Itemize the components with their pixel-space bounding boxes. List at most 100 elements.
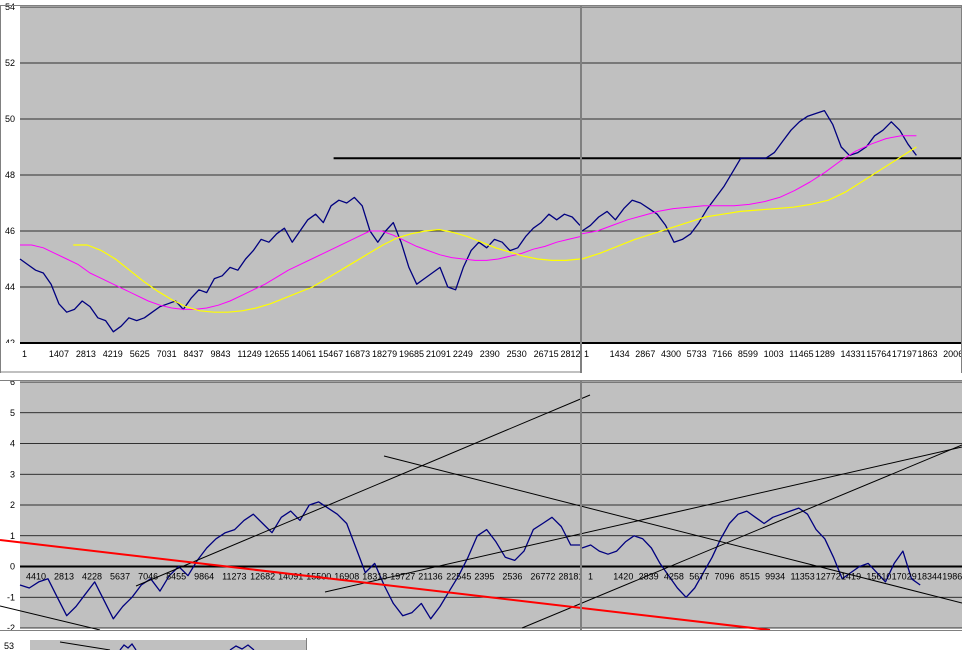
y-tick-label: 1 (10, 531, 15, 541)
x-tick-label: 4410 (26, 572, 46, 582)
y-tick-label: 44 (5, 282, 15, 292)
x-tick-label: 9934 (765, 572, 785, 582)
x-tick-label: 4258 (664, 572, 684, 582)
strip-price-label: 53 (4, 641, 15, 651)
x-tick-label: 15610 (866, 572, 891, 582)
trendline (324, 446, 962, 593)
top-right-price-panel: 1 1434 2867 4300 5733 7166 8599 1003 11465 1289 14… (581, 6, 962, 372)
x-tick-label: 2536 (502, 572, 522, 582)
x-tick-label: 4300 (661, 349, 681, 359)
x-tick-label: 2813 (54, 572, 74, 582)
x-tick-label: 11249 (237, 349, 261, 359)
x-tick-label: 7046 (138, 572, 158, 582)
x-tick-label: 1 (584, 349, 589, 359)
x-axis-band (582, 343, 962, 372)
x-tick-label: 2390 (480, 349, 500, 359)
y-tick-label: 48 (5, 170, 15, 180)
x-tick-label: 14331 (841, 349, 866, 359)
x-tick-label: 12655 (264, 349, 289, 359)
x-tick-label: 12772 (816, 572, 841, 582)
x-tick-label: 17197 (892, 349, 917, 359)
x-tick-label: 14061 (291, 349, 316, 359)
price-series-line (19, 196, 581, 333)
x-tick-label: 5625 (130, 349, 150, 359)
x-tick-label: 2867 (635, 349, 655, 359)
x-tick-label: 11353 (790, 572, 814, 582)
x-tick-label: 1289 (815, 349, 835, 359)
panel-gap (0, 373, 962, 381)
x-tick-label: 2839 (639, 572, 659, 582)
y-tick-label: 46 (5, 226, 15, 236)
x-tick-label: 8599 (738, 349, 758, 359)
x-tick-label: 5637 (110, 572, 130, 582)
x-tick-label: 28181 (558, 572, 583, 582)
y-tick-label: 5 (10, 408, 15, 418)
x-tick-label: 11273 (222, 572, 246, 582)
x-tick-label: 8437 (184, 349, 204, 359)
x-tick-label: 1003 (764, 349, 784, 359)
x-tick-label: 7096 (715, 572, 735, 582)
x-tick-label: 2395 (474, 572, 494, 582)
y-tick-label: 2 (10, 500, 15, 510)
x-tick-label: 28121 (561, 349, 586, 359)
strip-series-line (229, 644, 255, 650)
x-tick-label: 2813 (76, 349, 96, 359)
x-tick-label: 16908 (334, 572, 359, 582)
strip-series-line (119, 642, 137, 650)
x-tick-label: 1863 (918, 349, 938, 359)
x-tick-label: 1 (22, 349, 27, 359)
y-tick-label: 0 (10, 562, 15, 572)
x-tick-label: 14091 (278, 572, 303, 582)
x-tick-label: 8455 (166, 572, 186, 582)
ma_slow-series-line (581, 146, 917, 260)
bottom-left-oscillator-panel: -2 -1 0 1 2 3 4 5 6 4410 2813 4228 5637 7046 8455 9864 1… (7, 377, 583, 633)
x-tick-label: 7166 (712, 349, 732, 359)
ma_fast-series-line (20, 230, 581, 310)
oscillator-series-line (581, 507, 921, 598)
panel-separator (580, 380, 582, 630)
strip-plot-area (30, 640, 306, 650)
panel-separator (580, 5, 582, 373)
red-trendline (0, 539, 771, 631)
x-tick-label: 4228 (82, 572, 102, 582)
x-tick-label: 19727 (390, 572, 415, 582)
x-tick-label: 1407 (49, 349, 69, 359)
x-tick-label: 21136 (418, 572, 442, 582)
x-tick-label: 4219 (103, 349, 123, 359)
top-left-price-panel: 4244464850525411407281342195625703184379… (0, 2, 586, 372)
x-tick-label: 8515 (740, 572, 760, 582)
oscillator-series-line (19, 501, 580, 620)
x-tick-label: 26772 (530, 572, 555, 582)
y-tick-label: 3 (10, 469, 15, 479)
x-tick-label: 26715 (534, 349, 559, 359)
trendline (0, 605, 101, 631)
y-tick-label: 50 (5, 114, 15, 124)
x-tick-label: 1419 (841, 572, 861, 582)
x-tick-label: 11465 (789, 349, 813, 359)
x-tick-label: 5733 (687, 349, 707, 359)
price-series-line (581, 109, 917, 243)
x-tick-label: 18344 (917, 572, 942, 582)
x-tick-label: 21091 (426, 349, 451, 359)
x-axis-band (0, 343, 580, 372)
x-tick-label: 5677 (689, 572, 709, 582)
x-tick-label: 19867 (942, 572, 962, 582)
y-tick-label: -2 (7, 623, 15, 633)
trendline (521, 444, 962, 629)
x-tick-label: 17029 (892, 572, 917, 582)
bottom-strip (0, 630, 962, 650)
x-tick-label: 15764 (866, 349, 891, 359)
x-tick-label: 2006 (943, 349, 962, 359)
x-tick-label: 2530 (507, 349, 527, 359)
x-tick-label: 1434 (610, 349, 630, 359)
x-tick-label: 9843 (210, 349, 230, 359)
x-tick-label: 18279 (372, 349, 397, 359)
x-tick-label: 22545 (446, 572, 471, 582)
y-tick-label: 52 (5, 58, 15, 68)
ma_slow-series-line (73, 229, 581, 313)
x-tick-label: 15467 (318, 349, 343, 359)
y-tick-label: 54 (5, 2, 15, 12)
x-tick-label: 19685 (399, 349, 424, 359)
trendline (383, 455, 962, 604)
